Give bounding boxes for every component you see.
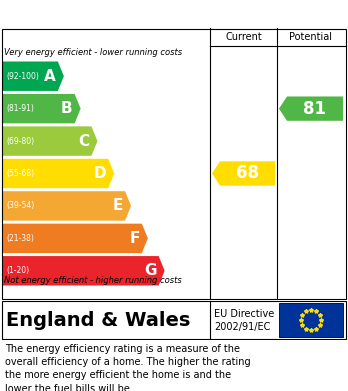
Text: B: B <box>61 101 73 116</box>
Polygon shape <box>3 256 165 285</box>
Bar <box>279 303 343 337</box>
Text: EU Directive: EU Directive <box>214 309 274 319</box>
Polygon shape <box>3 159 114 188</box>
Text: (55-68): (55-68) <box>6 169 34 178</box>
Text: (81-91): (81-91) <box>6 104 34 113</box>
Text: 81: 81 <box>303 100 326 118</box>
Polygon shape <box>279 97 343 121</box>
Text: A: A <box>44 69 56 84</box>
Polygon shape <box>3 191 131 221</box>
Polygon shape <box>3 61 64 91</box>
Text: 2002/91/EC: 2002/91/EC <box>214 322 270 332</box>
Text: D: D <box>94 166 106 181</box>
Text: Potential: Potential <box>290 32 332 42</box>
Text: E: E <box>113 198 123 213</box>
Polygon shape <box>3 94 81 123</box>
Text: (1-20): (1-20) <box>6 266 29 275</box>
Text: Current: Current <box>225 32 262 42</box>
Text: 68: 68 <box>236 165 259 183</box>
Text: F: F <box>129 231 140 246</box>
Polygon shape <box>3 224 148 253</box>
Text: Very energy efficient - lower running costs: Very energy efficient - lower running co… <box>4 48 182 57</box>
Text: England & Wales: England & Wales <box>6 310 190 330</box>
Text: (92-100): (92-100) <box>6 72 39 81</box>
Polygon shape <box>3 126 97 156</box>
Text: G: G <box>144 263 157 278</box>
Text: (21-38): (21-38) <box>6 234 34 243</box>
Text: C: C <box>78 134 89 149</box>
Text: Energy Efficiency Rating: Energy Efficiency Rating <box>10 7 220 22</box>
Polygon shape <box>212 161 275 186</box>
Text: The energy efficiency rating is a measure of the
overall efficiency of a home. T: The energy efficiency rating is a measur… <box>5 344 251 391</box>
Text: (39-54): (39-54) <box>6 201 34 210</box>
Text: (69-80): (69-80) <box>6 136 34 145</box>
Text: Not energy efficient - higher running costs: Not energy efficient - higher running co… <box>4 276 182 285</box>
